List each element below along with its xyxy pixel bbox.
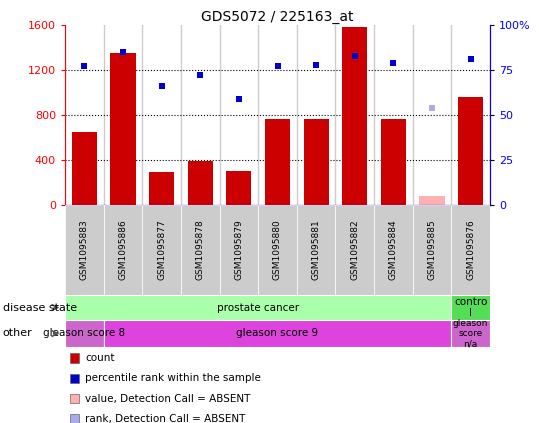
Bar: [188, 161, 213, 205]
Bar: [297, 205, 335, 295]
Bar: [71, 394, 79, 403]
Text: count: count: [85, 353, 115, 363]
Bar: [451, 205, 490, 295]
Text: GSM1095876: GSM1095876: [466, 220, 475, 280]
Bar: [65, 320, 103, 347]
Bar: [419, 196, 445, 205]
Text: GSM1095880: GSM1095880: [273, 220, 282, 280]
Text: GSM1095886: GSM1095886: [119, 220, 127, 280]
Bar: [413, 205, 451, 295]
Bar: [65, 205, 103, 295]
Bar: [451, 320, 490, 347]
Bar: [265, 120, 290, 205]
Bar: [149, 173, 174, 205]
Bar: [381, 120, 406, 205]
Text: gleason score 9: gleason score 9: [237, 329, 319, 338]
Text: other: other: [3, 329, 32, 338]
Text: GSM1095879: GSM1095879: [234, 220, 244, 280]
Text: gleason score 8: gleason score 8: [43, 329, 126, 338]
Bar: [103, 320, 451, 347]
Bar: [71, 414, 79, 423]
Text: GSM1095883: GSM1095883: [80, 220, 89, 280]
Text: disease state: disease state: [3, 302, 77, 313]
Text: GSM1095878: GSM1095878: [196, 220, 205, 280]
Text: GSM1095885: GSM1095885: [427, 220, 437, 280]
Title: GDS5072 / 225163_at: GDS5072 / 225163_at: [201, 10, 354, 24]
Bar: [226, 171, 251, 205]
Text: GSM1095884: GSM1095884: [389, 220, 398, 280]
Bar: [181, 205, 219, 295]
Bar: [219, 205, 258, 295]
Bar: [258, 205, 297, 295]
Bar: [72, 132, 97, 205]
Text: percentile rank within the sample: percentile rank within the sample: [85, 374, 261, 383]
Bar: [342, 27, 368, 205]
Text: GSM1095881: GSM1095881: [312, 220, 321, 280]
Bar: [335, 205, 374, 295]
Text: value, Detection Call = ABSENT: value, Detection Call = ABSENT: [85, 394, 251, 404]
Text: GSM1095882: GSM1095882: [350, 220, 360, 280]
Text: gleason
score
n/a: gleason score n/a: [453, 319, 488, 349]
Text: rank, Detection Call = ABSENT: rank, Detection Call = ABSENT: [85, 414, 246, 423]
Bar: [303, 120, 329, 205]
Bar: [110, 53, 135, 205]
Bar: [458, 97, 483, 205]
Bar: [103, 205, 142, 295]
Text: contro
l: contro l: [454, 297, 487, 318]
Bar: [374, 205, 413, 295]
Bar: [71, 374, 79, 383]
Bar: [142, 205, 181, 295]
Bar: [71, 353, 79, 363]
Text: GSM1095877: GSM1095877: [157, 220, 166, 280]
Bar: [451, 295, 490, 320]
Text: prostate cancer: prostate cancer: [217, 302, 299, 313]
